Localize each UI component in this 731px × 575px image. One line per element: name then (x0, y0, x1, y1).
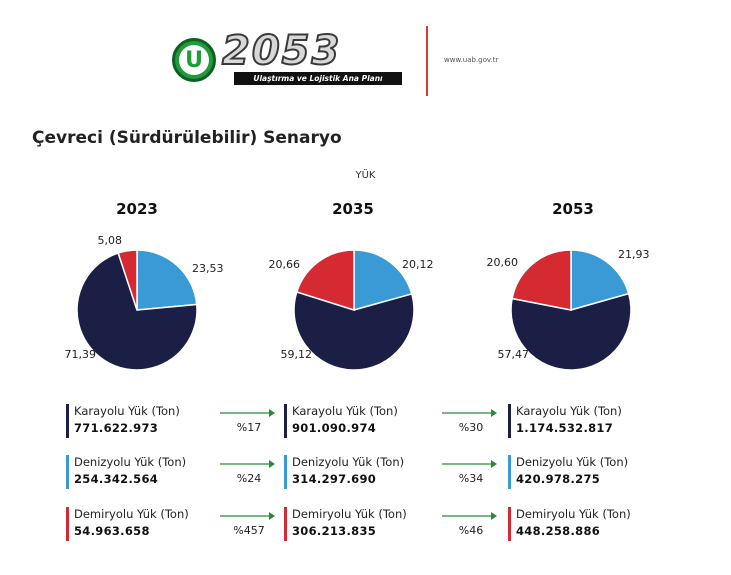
growth-rate-denizyolu: %24 (236, 472, 262, 485)
growth-rate-denizyolu: %34 (458, 472, 484, 485)
growth-arrow-icon (220, 460, 275, 468)
slice-label-2035-denizyolu: 20,66 (269, 258, 301, 271)
legend-name-denizyolu: Denizyolu Yük (Ton) (74, 455, 187, 469)
section-label: YÜK (355, 170, 376, 181)
chart-title-2035: 2035 (332, 200, 374, 218)
pie-slice-2023-karayolu (76, 252, 198, 371)
logo-year: 2053 (221, 27, 342, 75)
growth-arrow-icon (220, 409, 275, 417)
legend-name-demiryolu: Demiryolu Yük (Ton) (292, 507, 407, 521)
legend-value-denizyolu: 314.297.690 (292, 472, 377, 486)
logo-letter: U (179, 45, 209, 75)
slice-label-2053-denizyolu: 20,60 (487, 256, 519, 269)
pie-slice-2053-denizyolu (570, 249, 630, 311)
pie-slice-2035-karayolu (293, 291, 415, 371)
legend-value-denizyolu: 420.978.275 (516, 472, 601, 486)
legend-value-denizyolu: 254.342.564 (74, 472, 159, 486)
slice-label-2053-karayolu: 57,47 (498, 348, 530, 361)
logo-badge: U (172, 38, 216, 82)
legend-name-demiryolu: Demiryolu Yük (Ton) (74, 507, 189, 521)
legend-value-karayolu: 771.622.973 (74, 421, 159, 435)
pie-charts: 71,39 23,53 5,08 59,12 20,66 20,12 57,47 20,60 2… (65, 234, 650, 371)
header-url: www.uab.gov.tr (444, 56, 499, 64)
legend-name-denizyolu: Denizyolu Yük (Ton) (516, 455, 629, 469)
legend-value-demiryolu: 306.213.835 (292, 524, 377, 538)
legend-value-demiryolu: 54.963.658 (74, 524, 150, 538)
pie-slice-2053-demiryolu (511, 249, 572, 311)
logo-subtitle: Ulaştırma ve Lojistik Ana Planı (234, 72, 402, 85)
growth-rate-demiryolu: %457 (233, 524, 265, 537)
legend-color-bar-demiryolu (508, 507, 511, 541)
pie-slice-2023-denizyolu (136, 249, 198, 311)
slice-label-2023-karayolu: 71,39 (65, 348, 97, 361)
slice-label-2035-karayolu: 59,12 (281, 348, 313, 361)
legend-color-bar-denizyolu (66, 455, 69, 489)
chart-title-2023: 2023 (116, 200, 158, 218)
slice-label-2035-demiryolu: 20,12 (402, 258, 434, 271)
legend-color-bar-karayolu (508, 404, 511, 438)
header-divider (426, 26, 428, 96)
legend-name-karayolu: Karayolu Yük (Ton) (74, 404, 180, 418)
legend-name-karayolu: Karayolu Yük (Ton) (292, 404, 398, 418)
pie-slice-2035-denizyolu (353, 249, 413, 311)
legend-color-bar-karayolu (284, 404, 287, 438)
growth-arrow-icon (442, 460, 497, 468)
slice-label-2053-demiryolu: 21,93 (618, 248, 650, 261)
growth-rate-karayolu: %17 (236, 421, 262, 434)
legend-name-karayolu: Karayolu Yük (Ton) (516, 404, 622, 418)
growth-arrow-icon (442, 409, 497, 417)
legend-name-demiryolu: Demiryolu Yük (Ton) (516, 507, 631, 521)
legend-color-bar-demiryolu (66, 507, 69, 541)
growth-rate-demiryolu: %46 (458, 524, 484, 537)
growth-rate-karayolu: %30 (458, 421, 484, 434)
legend-color-bar-demiryolu (284, 507, 287, 541)
legend-value-karayolu: 1.174.532.817 (516, 421, 614, 435)
slice-label-2023-denizyolu: 23,53 (192, 262, 224, 275)
growth-arrow-icon (220, 512, 275, 520)
legend-color-bar-denizyolu (508, 455, 511, 489)
pie-slice-2023-demiryolu (117, 249, 138, 311)
pie-slice-2053-karayolu (510, 292, 632, 371)
legend-value-karayolu: 901.090.974 (292, 421, 377, 435)
chart-title-2053: 2053 (552, 200, 594, 218)
slice-label-2023-demiryolu: 5,08 (98, 234, 123, 247)
growth-arrow-icon (442, 512, 497, 520)
legend-color-bar-denizyolu (284, 455, 287, 489)
legend-color-bar-karayolu (66, 404, 69, 438)
pie-slice-2035-demiryolu (295, 249, 355, 312)
legend-name-denizyolu: Denizyolu Yük (Ton) (292, 455, 405, 469)
legend-value-demiryolu: 448.258.886 (516, 524, 601, 538)
page-title: Çevreci (Sürdürülebilir) Senaryo (32, 128, 342, 148)
